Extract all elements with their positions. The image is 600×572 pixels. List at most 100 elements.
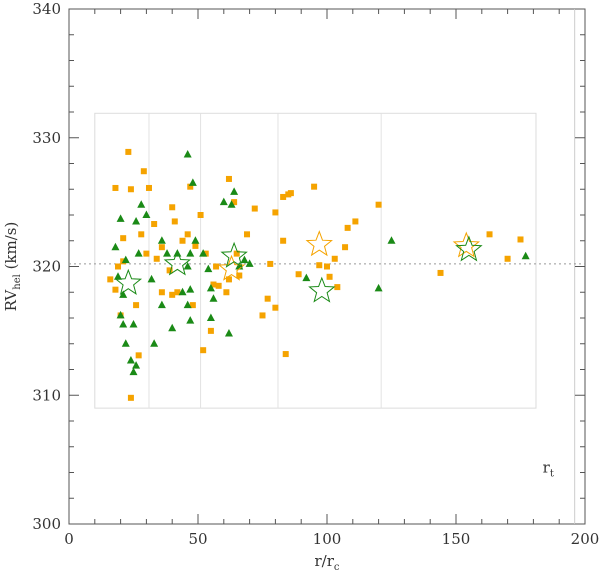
data-point-star [220, 241, 248, 268]
data-point-square [311, 183, 318, 190]
data-point-triangle [188, 178, 197, 186]
y-tick-label: 310 [32, 386, 61, 404]
data-point-square [127, 186, 134, 193]
data-point-square [334, 284, 341, 291]
x-axis-label: r/rc [314, 552, 339, 572]
data-point-star [455, 235, 483, 262]
data-point-triangle [157, 300, 166, 309]
data-point-square [107, 276, 114, 283]
data-point-triangle [224, 328, 233, 337]
data-point-square [223, 289, 230, 296]
data-point-triangle [219, 197, 228, 206]
data-point-square [143, 250, 150, 257]
data-point-triangle [116, 214, 125, 222]
data-point-star [305, 230, 333, 257]
data-point-square [171, 218, 178, 225]
data-point-triangle [111, 242, 120, 251]
data-point-triangle [206, 283, 215, 292]
data-point-square [169, 291, 176, 298]
x-tick-label: 50 [188, 530, 207, 548]
data-point-square [486, 231, 493, 238]
data-point-triangle [119, 319, 128, 328]
data-point-triangle [227, 200, 236, 208]
data-point-triangle [157, 236, 166, 244]
data-point-triangle [129, 367, 138, 376]
data-point-triangle [116, 310, 125, 319]
data-point-triangle [204, 264, 213, 273]
data-point-square [231, 199, 238, 206]
data-point-triangle [132, 216, 141, 225]
data-point-square [179, 237, 186, 244]
data-point-star [163, 249, 192, 276]
data-point-square [331, 255, 338, 262]
data-point-triangle [114, 272, 123, 280]
data-point-square [225, 175, 232, 182]
data-point-square [287, 190, 294, 197]
data-point-square [166, 267, 173, 274]
data-point-square [200, 347, 207, 354]
data-point-triangle [206, 313, 215, 321]
data-point-square [125, 148, 132, 155]
data-point-square [184, 231, 191, 238]
y-tick-label: 300 [32, 515, 61, 533]
data-point-square [112, 184, 119, 191]
data-point-triangle [183, 262, 192, 270]
data-point-star [452, 231, 481, 258]
data-point-triangle [521, 251, 530, 260]
data-point-square [158, 244, 165, 251]
data-point-square [517, 236, 524, 243]
data-point-square [251, 205, 258, 212]
data-point-square [202, 250, 209, 257]
data-point-square [192, 242, 199, 249]
data-point-triangle [134, 249, 143, 257]
data-point-square [324, 263, 330, 270]
data-point-triangle [245, 259, 254, 267]
data-point-square [112, 286, 119, 293]
data-point-square [210, 281, 217, 288]
data-point-square [295, 271, 302, 278]
data-point-square [225, 276, 232, 283]
data-point-triangle [209, 294, 218, 302]
data-point-square [504, 255, 511, 262]
data-point-square [280, 237, 287, 244]
y-axis-label: RVhel (km/s) [2, 222, 23, 312]
data-point-square [153, 255, 160, 262]
data-point-square [133, 302, 140, 309]
data-point-square [344, 224, 351, 231]
data-point-triangle [129, 319, 138, 328]
data-point-square [115, 263, 122, 270]
data-point-star [308, 276, 336, 303]
data-point-triangle [230, 187, 239, 195]
data-point-triangle [132, 361, 141, 369]
data-point-triangle [374, 283, 383, 292]
data-point-square [236, 272, 243, 279]
data-point-square [207, 327, 214, 334]
x-tick-label: 100 [313, 530, 342, 548]
data-point-triangle [240, 255, 249, 264]
data-point-triangle [147, 274, 156, 283]
data-point-square [375, 201, 382, 208]
data-point-square [158, 289, 165, 296]
data-point-triangle [387, 236, 396, 244]
data-point-triangle [183, 149, 192, 158]
data-point-square [264, 295, 271, 302]
y-tick-label: 340 [32, 0, 61, 18]
data-point-triangle [137, 200, 146, 208]
data-point-square [145, 184, 152, 191]
data-point-square [259, 312, 266, 319]
data-point-triangle [142, 210, 151, 218]
data-point-triangle [199, 249, 208, 257]
x-tick-label: 150 [442, 530, 471, 548]
data-point-square [189, 302, 196, 309]
y-tick-label: 320 [32, 258, 61, 276]
data-point-square [135, 352, 142, 359]
data-point-triangle [168, 323, 177, 332]
data-point-square [342, 244, 349, 251]
data-point-triangle [191, 236, 200, 244]
data-point-square [140, 168, 147, 175]
data-point-square [280, 193, 287, 200]
data-point-triangle [183, 300, 192, 309]
data-point-triangle [119, 290, 128, 298]
data-marks [107, 148, 530, 401]
data-point-triangle [186, 249, 195, 257]
